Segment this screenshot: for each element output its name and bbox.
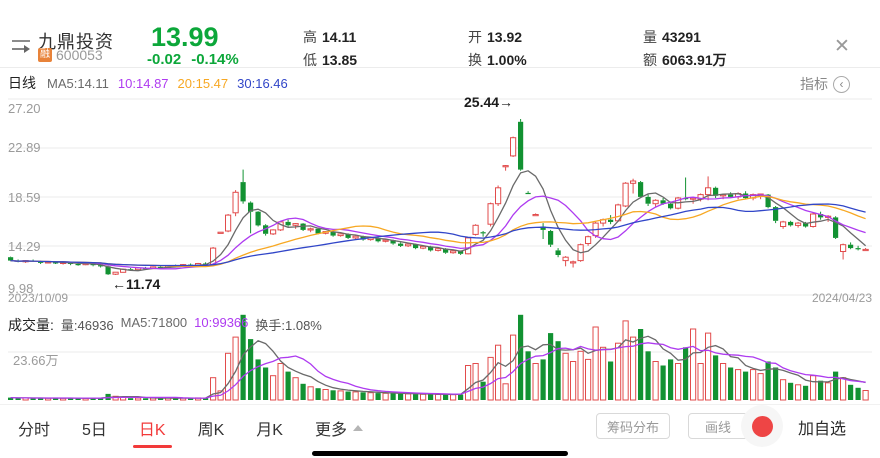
price-change-row: -0.02 -0.14% bbox=[147, 51, 239, 68]
ma20-value: 20:15.47 bbox=[177, 75, 229, 91]
tab-5day[interactable]: 5日 bbox=[82, 422, 107, 439]
chip-distribution-button[interactable]: 筹码分布 bbox=[596, 413, 670, 439]
tab-daily-k[interactable]: 日K bbox=[132, 416, 172, 448]
stock-code: 600053 bbox=[56, 47, 103, 63]
turnover-label: 换 bbox=[468, 52, 482, 68]
ma10-value: 10:14.87 bbox=[117, 75, 169, 91]
y-tick-4: 14.29 bbox=[8, 239, 41, 254]
ma5-value: MA5:14.11 bbox=[47, 75, 109, 91]
amount-label: 额 bbox=[643, 52, 657, 68]
y-tick-2: 22.89 bbox=[8, 140, 41, 155]
header-divider bbox=[0, 67, 880, 68]
stat-col-open-turn: 开 13.92 换 1.00% bbox=[468, 26, 527, 72]
footer-divider bbox=[0, 404, 880, 405]
date-end: 2024/04/23 bbox=[811, 291, 872, 305]
volume-ma5: MA5:71800 bbox=[120, 315, 188, 330]
period-label: 日线 bbox=[8, 75, 36, 91]
tab-monthly-k[interactable]: 月K bbox=[256, 422, 283, 439]
tab-minute[interactable]: 分时 bbox=[18, 422, 51, 439]
y-tick-3: 18.59 bbox=[8, 190, 41, 205]
tab-more[interactable]: 更多 bbox=[315, 416, 363, 448]
y-tick-5: 9.98 bbox=[8, 281, 34, 296]
more-label: 更多 bbox=[314, 422, 347, 439]
open-label: 开 bbox=[468, 29, 482, 45]
low-value: 13.85 bbox=[322, 52, 358, 68]
period-tabs: 分时 5日 日K 周K 月K 更多 bbox=[18, 416, 363, 448]
close-icon[interactable]: ✕ bbox=[834, 36, 850, 57]
margin-badge: 融 bbox=[38, 48, 52, 62]
low-point-annotation: ←11.74 bbox=[112, 276, 161, 292]
amount-value: 6063.91万 bbox=[662, 52, 727, 68]
indicator-chevron-icon: ‹ bbox=[833, 75, 850, 93]
volume-value: 43291 bbox=[662, 29, 701, 45]
date-start: 2023/10/09 bbox=[8, 291, 69, 305]
volume-label: 量 bbox=[643, 29, 657, 45]
indicator-label: 指标 bbox=[800, 76, 828, 92]
home-indicator[interactable] bbox=[312, 451, 568, 456]
volume-current: 量:46936 bbox=[60, 318, 114, 333]
volume-axis-tick: 23.66万 bbox=[13, 353, 59, 368]
turnover-rate: 换手:1.08% bbox=[255, 318, 322, 333]
high-value: 14.11 bbox=[322, 29, 357, 45]
stock-name: 九鼎投资 bbox=[38, 32, 114, 52]
indicator-button[interactable]: 指标 ‹ bbox=[800, 74, 850, 94]
y-tick-1: 27.20 bbox=[8, 101, 41, 116]
high-label: 高 bbox=[303, 29, 317, 45]
open-value: 13.92 bbox=[487, 29, 523, 45]
draw-line-button[interactable]: 画线 bbox=[688, 413, 748, 439]
ma-indicator-bar: 日线 MA5:14.11 10:14.87 20:15.47 30:16.46 bbox=[8, 73, 288, 93]
turnover-value: 1.00% bbox=[487, 52, 527, 68]
volume-pane-title: 成交量: bbox=[8, 317, 54, 333]
record-button[interactable] bbox=[741, 405, 783, 447]
high-point-annotation: 25.44→ bbox=[464, 94, 514, 110]
add-watchlist-button[interactable]: 加自选 bbox=[798, 421, 847, 438]
price-change: -0.02 bbox=[147, 51, 182, 68]
price-change-pct: -0.14% bbox=[191, 51, 239, 68]
chevron-up-icon bbox=[353, 425, 363, 431]
stat-col-high-low: 高 14.11 低 13.85 bbox=[303, 26, 357, 72]
record-dot-icon bbox=[751, 415, 773, 437]
volume-ma10: 10:99366 bbox=[194, 315, 249, 330]
ma30-value: 30:16.46 bbox=[237, 75, 288, 91]
tab-weekly-k[interactable]: 周K bbox=[197, 422, 225, 439]
current-price: 13.99 bbox=[151, 22, 219, 52]
stock-code-row: 融 600053 bbox=[38, 47, 103, 63]
switch-stock-icon[interactable] bbox=[9, 34, 33, 56]
stat-col-vol-amt: 量 43291 额 6063.91万 bbox=[643, 26, 727, 72]
volume-indicator-bar: 成交量: 量:46936 MA5:71800 10:99366 换手:1.08% bbox=[8, 315, 322, 335]
low-label: 低 bbox=[303, 52, 317, 68]
